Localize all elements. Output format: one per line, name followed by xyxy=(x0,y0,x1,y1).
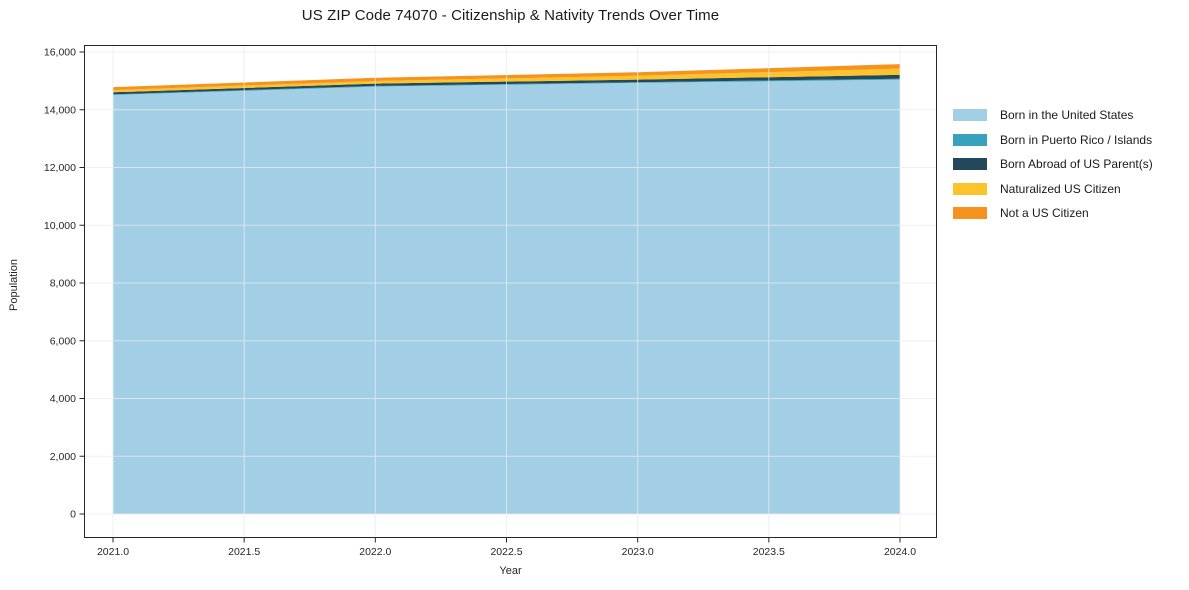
y-tick-label: 10,000 xyxy=(44,220,76,232)
x-tick-label: 2021.0 xyxy=(97,546,129,558)
x-tick-label: 2022.0 xyxy=(359,546,391,558)
y-tick-label: 14,000 xyxy=(44,104,76,116)
legend-label: Born in Puerto Rico / Islands xyxy=(1000,132,1153,147)
x-tick-label: 2023.0 xyxy=(622,546,654,558)
legend-item: Born in the United States xyxy=(953,103,1153,128)
legend-item: Naturalized US Citizen xyxy=(953,177,1153,202)
x-axis-label: Year xyxy=(499,565,522,577)
x-tick-label: 2021.5 xyxy=(228,546,260,558)
legend: Born in the United States Born in Puerto… xyxy=(953,103,1153,226)
y-tick-label: 16,000 xyxy=(44,47,76,59)
y-tick-label: 8,000 xyxy=(50,278,76,290)
y-tick-label: 0 xyxy=(70,509,76,521)
legend-swatch-born-in-us xyxy=(953,109,987,122)
x-tick-label: 2022.5 xyxy=(490,546,522,558)
plot-area: 0 2,000 4,000 6,000 8,000 10,000 12,000 14,000 1… xyxy=(44,45,937,558)
legend-swatch-not-citizen xyxy=(953,207,987,220)
plot-border xyxy=(84,45,937,538)
x-tick-label: 2023.5 xyxy=(753,546,785,558)
legend-item: Born Abroad of US Parent(s) xyxy=(953,152,1153,177)
x-tick-label: 2024.0 xyxy=(884,546,916,558)
y-tick-label: 4,000 xyxy=(50,393,76,405)
chart-title: US ZIP Code 74070 - Citizenship & Nativi… xyxy=(301,7,720,24)
area-series-1 xyxy=(113,78,900,95)
legend-label: Born in the United States xyxy=(1000,108,1134,123)
legend-swatch-puerto-rico-islands xyxy=(953,133,987,146)
y-axis-label: Population xyxy=(8,259,20,311)
legend-label: Not a US Citizen xyxy=(1000,206,1089,221)
legend-label: Naturalized US Citizen xyxy=(1000,181,1121,196)
legend-item: Born in Puerto Rico / Islands xyxy=(953,128,1153,153)
legend-label: Born Abroad of US Parent(s) xyxy=(1000,157,1153,172)
y-tick-label: 12,000 xyxy=(44,162,76,174)
y-tick-label: 6,000 xyxy=(50,335,76,347)
area-series-2 xyxy=(113,74,900,95)
legend-swatch-naturalized xyxy=(953,182,987,195)
legend-item: Not a US Citizen xyxy=(953,201,1153,226)
legend-swatch-born-abroad xyxy=(953,158,987,171)
y-tick-label: 2,000 xyxy=(50,451,76,463)
